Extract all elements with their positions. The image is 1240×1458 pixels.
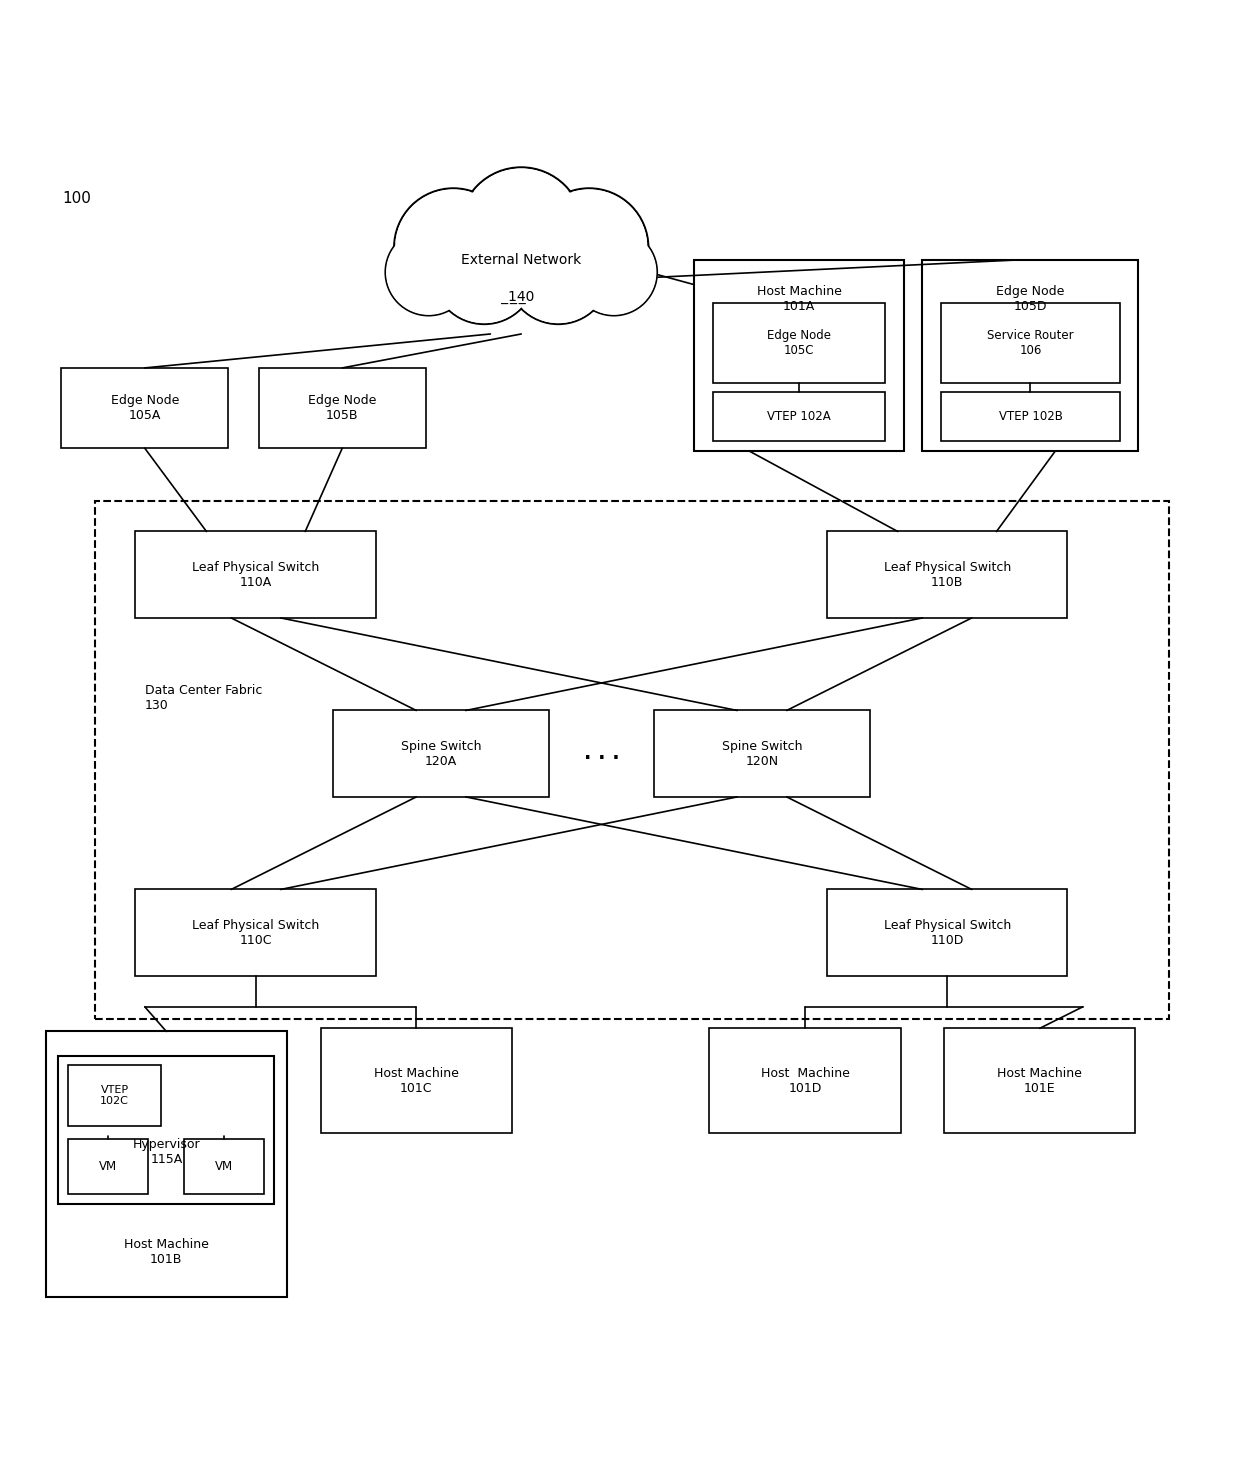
Text: Edge Node
105B: Edge Node 105B [308,394,377,421]
Text: Edge Node
105C: Edge Node 105C [768,330,831,357]
Text: Spine Switch
120A: Spine Switch 120A [401,739,481,768]
FancyBboxPatch shape [709,1028,900,1133]
Circle shape [394,188,512,306]
Text: Edge Node
105A: Edge Node 105A [110,394,179,421]
Text: 100: 100 [62,191,92,206]
Text: Service Router
106: Service Router 106 [987,330,1074,357]
Text: Leaf Physical Switch
110C: Leaf Physical Switch 110C [192,919,320,946]
Text: VTEP 102B: VTEP 102B [998,410,1063,423]
Circle shape [386,229,472,315]
Circle shape [508,222,609,322]
FancyBboxPatch shape [941,392,1120,442]
Text: Spine Switch
120N: Spine Switch 120N [722,739,802,768]
FancyBboxPatch shape [58,1056,274,1204]
FancyBboxPatch shape [68,1064,161,1127]
FancyBboxPatch shape [713,303,885,383]
Text: VM: VM [99,1161,118,1174]
FancyBboxPatch shape [653,710,870,798]
FancyBboxPatch shape [713,392,885,442]
Text: Leaf Physical Switch
110A: Leaf Physical Switch 110A [192,561,320,589]
Text: Host Machine
101E: Host Machine 101E [997,1067,1083,1095]
FancyBboxPatch shape [185,1139,264,1194]
Text: Host Machine
101B: Host Machine 101B [124,1238,208,1266]
Circle shape [387,230,470,313]
Circle shape [460,168,583,290]
FancyBboxPatch shape [827,532,1068,618]
Circle shape [570,229,657,315]
FancyBboxPatch shape [941,303,1120,383]
Circle shape [529,188,649,306]
Circle shape [461,169,582,289]
Text: VTEP
102C: VTEP 102C [100,1085,129,1107]
FancyBboxPatch shape [334,710,549,798]
Text: Edge Node
105D: Edge Node 105D [996,284,1065,312]
Circle shape [433,220,536,324]
Circle shape [434,222,534,322]
Circle shape [396,190,511,305]
Text: Leaf Physical Switch
110B: Leaf Physical Switch 110B [884,561,1011,589]
FancyBboxPatch shape [62,367,228,448]
Text: Host  Machine
101D: Host Machine 101D [760,1067,849,1095]
Text: ̲1̲4̲0: ̲1̲4̲0 [508,290,534,303]
Text: Host Machine
101A: Host Machine 101A [756,284,842,312]
Text: Leaf Physical Switch
110D: Leaf Physical Switch 110D [884,919,1011,946]
FancyBboxPatch shape [135,532,376,618]
Text: Host Machine
101C: Host Machine 101C [374,1067,459,1095]
FancyBboxPatch shape [68,1139,149,1194]
FancyBboxPatch shape [694,260,904,451]
Circle shape [532,190,646,305]
Circle shape [506,220,610,324]
Text: Data Center Fabric
130: Data Center Fabric 130 [145,684,262,712]
FancyBboxPatch shape [259,367,425,448]
FancyBboxPatch shape [827,889,1068,975]
Text: VM: VM [216,1161,233,1174]
FancyBboxPatch shape [46,1031,286,1296]
FancyBboxPatch shape [135,889,376,975]
FancyBboxPatch shape [321,1028,512,1133]
FancyBboxPatch shape [923,260,1138,451]
FancyBboxPatch shape [944,1028,1136,1133]
Text: Hypervisor
115A: Hypervisor 115A [133,1139,200,1166]
Text: External Network: External Network [461,252,582,267]
Text: VTEP 102A: VTEP 102A [768,410,831,423]
Circle shape [572,230,656,313]
Text: . . .: . . . [584,744,619,763]
